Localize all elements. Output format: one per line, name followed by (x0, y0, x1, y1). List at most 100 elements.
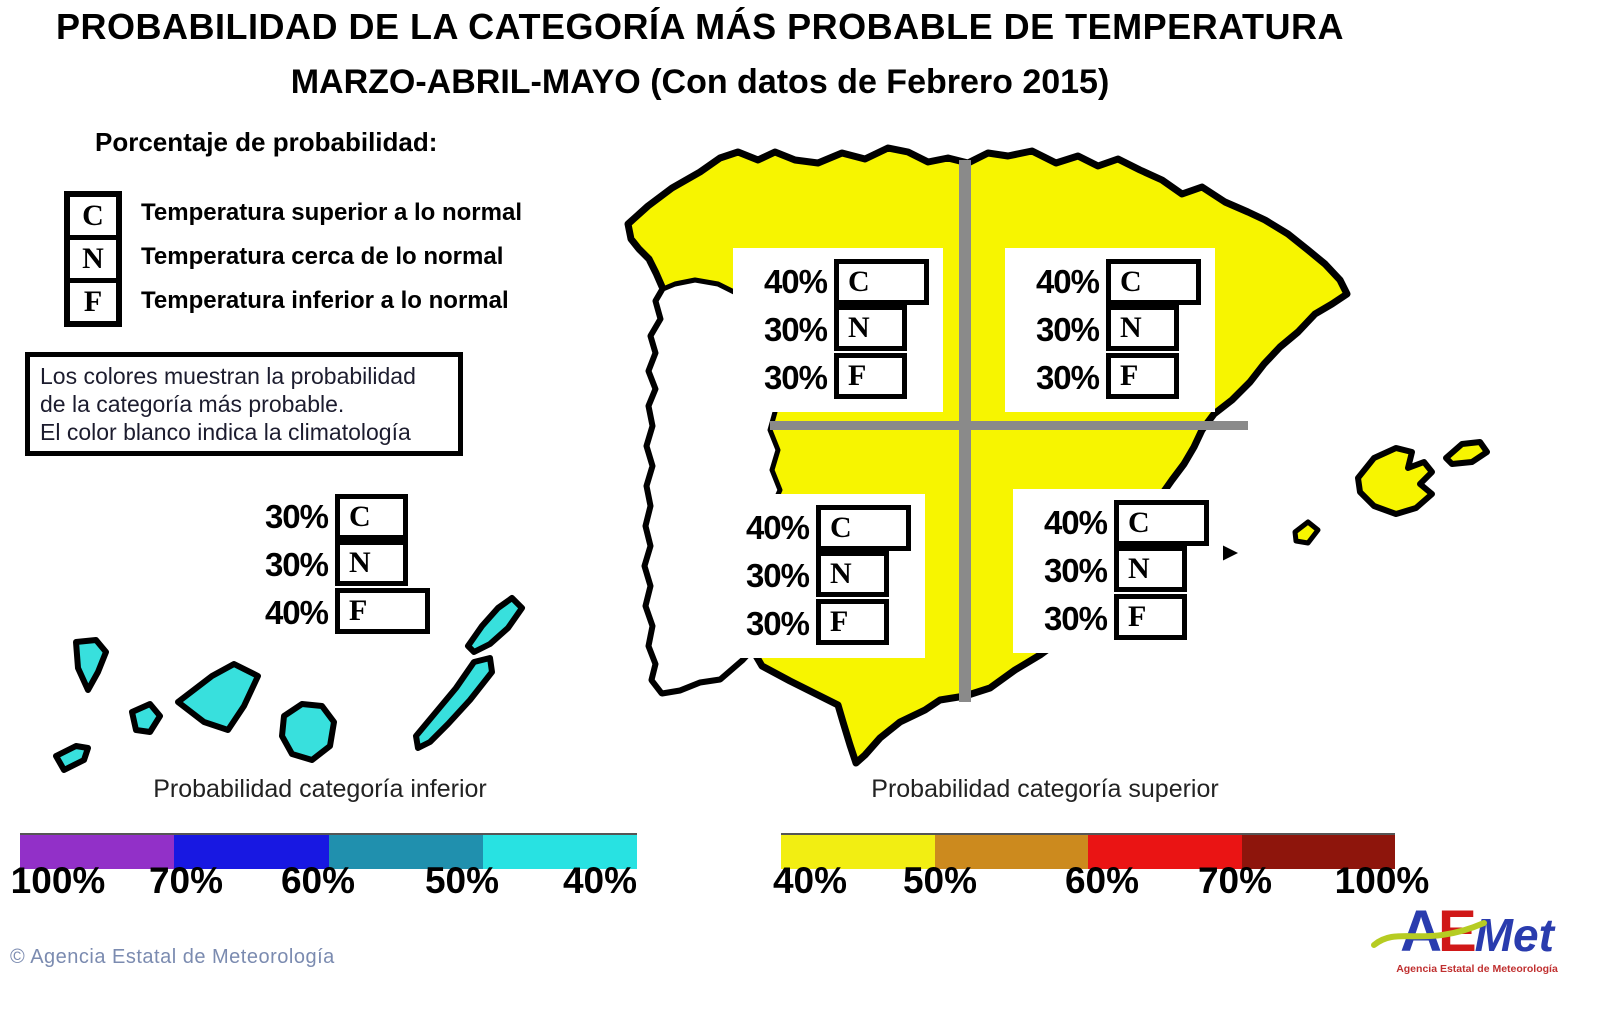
category-letter: C (1128, 506, 1150, 539)
region-label-canarias: 30% C 30% N 40% F (248, 493, 430, 637)
scale-superior-bar (781, 833, 1395, 869)
prob-row: 40% F (248, 587, 430, 637)
category-letter: C (848, 265, 870, 298)
category-box-f: F (1106, 352, 1179, 399)
category-box-c: C (1106, 259, 1201, 305)
legend-cell-c: C (65, 192, 121, 240)
scale-inferior-label-60: 60% (280, 860, 356, 901)
category-box-f: F (335, 587, 430, 634)
copyright-text: © Agencia Estatal de Meteorología (10, 946, 335, 968)
probability-value: 30% (264, 546, 329, 583)
prob-row: 30% C (248, 493, 430, 541)
color-note-box: Los colores muestran la probabilidad de … (25, 352, 463, 456)
scale-seg-yellow (781, 835, 935, 869)
prob-row: 30% N (729, 550, 911, 600)
category-box-n: N (834, 304, 907, 351)
probability-value: 30% (1035, 359, 1100, 396)
category-letter: F (1120, 358, 1139, 392)
prob-row: 40% C (747, 258, 929, 306)
cape-islet (1222, 545, 1238, 561)
legend-cell-f: F (65, 278, 121, 326)
island-la-palma (73, 637, 109, 693)
legend-label-cerca: Temperatura cerca de lo normal (141, 243, 504, 270)
scale-inferior-label-100: 100% (10, 860, 106, 901)
divider-horizontal (770, 421, 1248, 430)
prob-row: 30% F (747, 352, 929, 402)
category-box-c: C (335, 494, 408, 540)
prob-row: 30% F (1019, 352, 1201, 402)
category-box-f: F (1114, 593, 1187, 640)
title-line-2: MARZO-ABRIL-MAYO (Con datos de Febrero 2… (290, 63, 1110, 101)
probability-value: 30% (1043, 552, 1108, 589)
prob-row: 30% F (1027, 593, 1209, 643)
prob-row: 30% N (248, 539, 430, 589)
probability-value: 30% (745, 557, 810, 594)
legend-cnf-column: C N F (64, 191, 122, 327)
probability-value: 40% (763, 263, 828, 300)
region-label-southwest: 40% C 30% N 30% F (715, 494, 925, 658)
probability-value: 30% (1043, 600, 1108, 637)
logo-swoosh-icon (1371, 920, 1487, 948)
region-label-northwest: 40% C 30% N 30% F (733, 248, 943, 412)
logo-letter-a: A (1400, 899, 1442, 964)
category-box-c: C (816, 505, 911, 551)
probability-value: 40% (1035, 263, 1100, 300)
divider-vertical (959, 160, 971, 702)
probability-value: 30% (745, 605, 810, 642)
legend-labels: Temperatura superior a lo normal Tempera… (141, 191, 522, 323)
island-el-hierro (53, 743, 91, 773)
category-letter: N (1128, 551, 1150, 585)
category-letter: N (1120, 310, 1142, 344)
region-label-northeast: 40% C 30% N 30% F (1005, 248, 1215, 412)
category-box-f: F (834, 352, 907, 399)
scale-inferior-bar (20, 833, 637, 869)
legend-label-inferior: Temperatura inferior a lo normal (141, 287, 509, 314)
category-box-n: N (1114, 545, 1187, 592)
category-letter: C (349, 500, 371, 533)
prob-row: 30% N (1027, 545, 1209, 595)
aemet-logo-word: A E Met (1362, 903, 1592, 961)
prob-row: 40% C (1027, 499, 1209, 547)
scale-superior-label-70: 70% (1197, 860, 1273, 901)
note-line-1: Los colores muestran la probabilidad (40, 363, 416, 389)
prob-row: 30% N (1019, 304, 1201, 354)
probability-value: 30% (763, 359, 828, 396)
category-letter: N (830, 556, 852, 590)
title-line-1: PROBABILIDAD DE LA CATEGORÍA MÁS PROBABL… (56, 6, 1344, 47)
category-letter: N (848, 310, 870, 344)
category-letter: N (349, 545, 371, 579)
category-box-n: N (335, 539, 408, 586)
legend-label-superior: Temperatura superior a lo normal (141, 199, 522, 226)
island-la-gomera (129, 701, 163, 735)
scale-seg-cyan (482, 835, 637, 869)
prob-row: 30% N (747, 304, 929, 354)
category-box-c: C (834, 259, 929, 305)
scale-seg-teal (328, 835, 483, 869)
scale-superior-label-100: 100% (1334, 860, 1430, 901)
scale-seg-red (1088, 835, 1242, 869)
island-fuerteventura (413, 655, 495, 751)
scale-inferior-label-40: 40% (562, 860, 638, 901)
category-letter: F (349, 593, 368, 627)
category-box-c: C (1114, 500, 1209, 546)
island-mallorca (1355, 445, 1435, 517)
note-line-3: El color blanco indica la climatología (40, 419, 411, 445)
island-ibiza (1292, 519, 1321, 546)
scale-superior-label-40: 40% (772, 860, 848, 901)
region-label-southeast: 40% C 30% N 30% F (1013, 489, 1223, 653)
category-letter: C (1120, 265, 1142, 298)
category-letter: F (848, 358, 867, 392)
category-box-n: N (1106, 304, 1179, 351)
prob-row: 40% C (729, 504, 911, 552)
scale-inferior-title: Probabilidad categoría inferior (153, 775, 487, 803)
category-letter: C (830, 511, 852, 544)
prob-row: 30% F (729, 598, 911, 648)
island-gran-canaria (279, 701, 337, 763)
scale-superior-label-60: 60% (1064, 860, 1140, 901)
scale-inferior-label-70: 70% (148, 860, 224, 901)
probability-value: 30% (264, 498, 329, 535)
probability-value: 40% (264, 594, 329, 631)
note-line-2: de la categoría más probable. (40, 391, 345, 417)
category-box-f: F (816, 598, 889, 645)
